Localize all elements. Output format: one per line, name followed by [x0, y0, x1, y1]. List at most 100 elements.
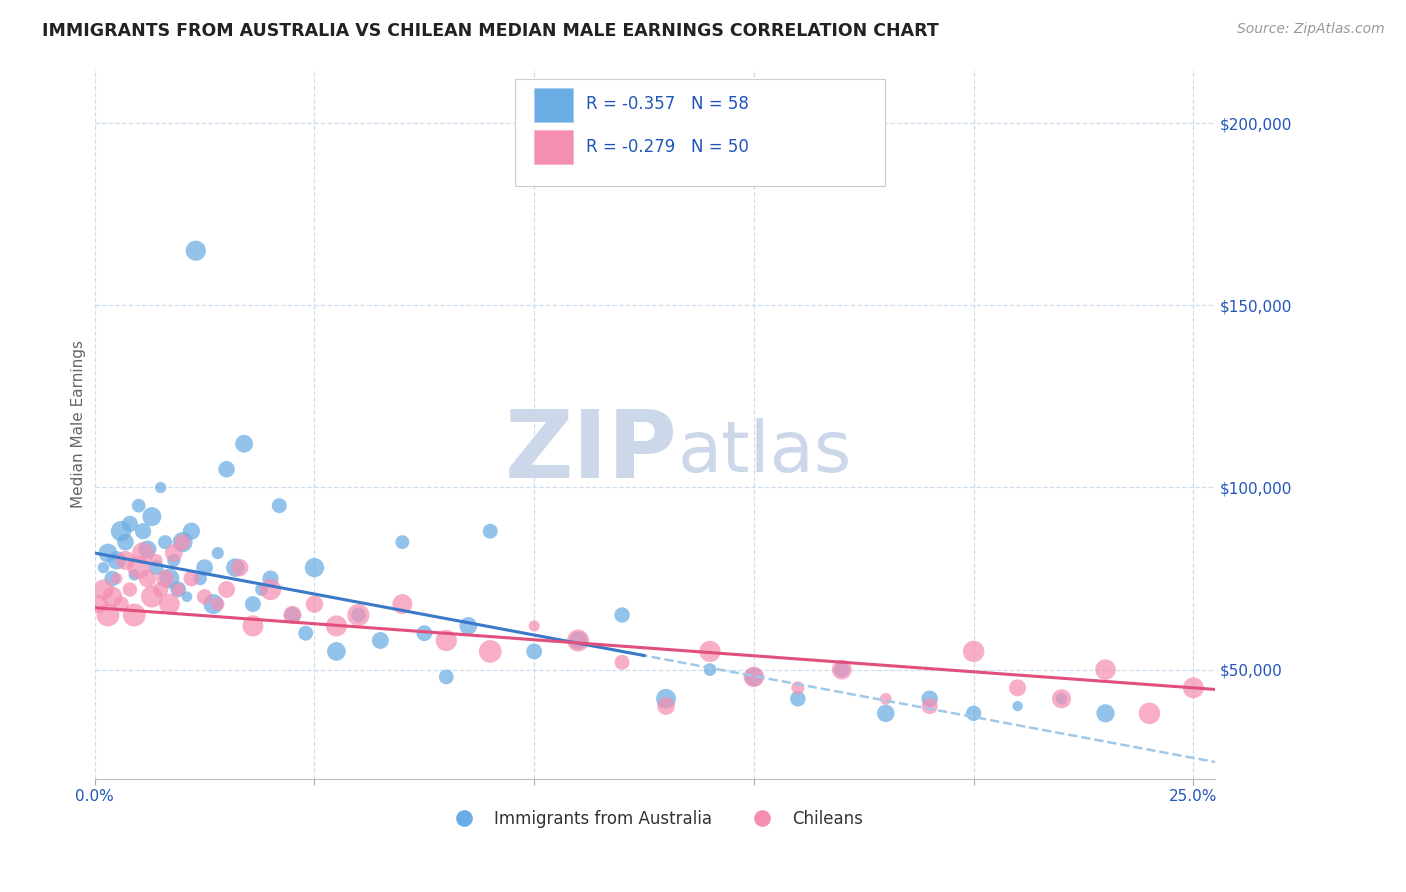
Legend: Immigrants from Australia, Chileans: Immigrants from Australia, Chileans	[440, 803, 869, 835]
Point	[259, 582, 281, 597]
Point	[786, 681, 808, 695]
Point	[105, 553, 128, 567]
Point	[304, 560, 326, 574]
Point	[194, 560, 217, 574]
Point	[281, 607, 304, 622]
FancyBboxPatch shape	[534, 87, 574, 122]
Point	[132, 546, 155, 560]
FancyBboxPatch shape	[515, 79, 884, 186]
Point	[141, 590, 163, 604]
Point	[242, 597, 264, 611]
Point	[145, 553, 167, 567]
Point	[145, 560, 167, 574]
Point	[101, 572, 124, 586]
Point	[141, 509, 163, 524]
Point	[136, 542, 159, 557]
Text: R = -0.357   N = 58: R = -0.357 N = 58	[585, 95, 748, 113]
Point	[97, 607, 120, 622]
Point	[523, 619, 546, 633]
Text: ZIP: ZIP	[505, 406, 678, 498]
Point	[1007, 681, 1029, 695]
Point	[479, 524, 502, 539]
Point	[391, 535, 413, 549]
Point	[655, 691, 678, 706]
Point	[118, 582, 141, 597]
Point	[610, 607, 633, 622]
Point	[370, 633, 392, 648]
Point	[180, 524, 202, 539]
Point	[101, 590, 124, 604]
Point	[176, 590, 198, 604]
Point	[831, 663, 853, 677]
Point	[149, 480, 172, 494]
Point	[918, 691, 941, 706]
Point	[122, 568, 145, 582]
Point	[304, 597, 326, 611]
Point	[163, 546, 186, 560]
Point	[962, 706, 984, 721]
Point	[167, 582, 190, 597]
Point	[172, 535, 194, 549]
Point	[347, 607, 370, 622]
Point	[202, 597, 225, 611]
Point	[259, 572, 281, 586]
Point	[215, 462, 238, 476]
Point	[610, 656, 633, 670]
Point	[281, 607, 304, 622]
Point	[742, 670, 765, 684]
Point	[153, 535, 176, 549]
Point	[207, 597, 229, 611]
Point	[110, 597, 132, 611]
Point	[1050, 691, 1073, 706]
Point	[1094, 663, 1116, 677]
Point	[242, 619, 264, 633]
Point	[87, 597, 110, 611]
Point	[167, 582, 190, 597]
Point	[294, 626, 316, 640]
Point	[962, 644, 984, 658]
Point	[1094, 706, 1116, 721]
Point	[250, 582, 273, 597]
Point	[1050, 691, 1073, 706]
Point	[434, 670, 457, 684]
Point	[118, 516, 141, 531]
Point	[699, 644, 721, 658]
Point	[93, 560, 115, 574]
Point	[149, 582, 172, 597]
Point	[831, 663, 853, 677]
Point	[136, 572, 159, 586]
Point	[347, 607, 370, 622]
Point	[114, 535, 136, 549]
Text: atlas: atlas	[678, 417, 852, 487]
Point	[172, 535, 194, 549]
Point	[157, 572, 180, 586]
Point	[105, 572, 128, 586]
Point	[163, 553, 186, 567]
Point	[128, 560, 150, 574]
Point	[188, 572, 211, 586]
Point	[742, 670, 765, 684]
Point	[655, 699, 678, 714]
Point	[224, 560, 246, 574]
Point	[269, 499, 291, 513]
Point	[180, 572, 202, 586]
Point	[413, 626, 436, 640]
Point	[184, 244, 207, 258]
Point	[523, 644, 546, 658]
Point	[207, 546, 229, 560]
Point	[1182, 681, 1205, 695]
Point	[114, 553, 136, 567]
Point	[93, 582, 115, 597]
Point	[132, 524, 155, 539]
Point	[128, 499, 150, 513]
Point	[567, 633, 589, 648]
Point	[457, 619, 479, 633]
Point	[325, 619, 347, 633]
Point	[434, 633, 457, 648]
Point	[229, 560, 252, 574]
Point	[157, 597, 180, 611]
Text: IMMIGRANTS FROM AUSTRALIA VS CHILEAN MEDIAN MALE EARNINGS CORRELATION CHART: IMMIGRANTS FROM AUSTRALIA VS CHILEAN MED…	[42, 22, 939, 40]
Point	[122, 607, 145, 622]
Point	[233, 436, 256, 450]
Point	[110, 524, 132, 539]
